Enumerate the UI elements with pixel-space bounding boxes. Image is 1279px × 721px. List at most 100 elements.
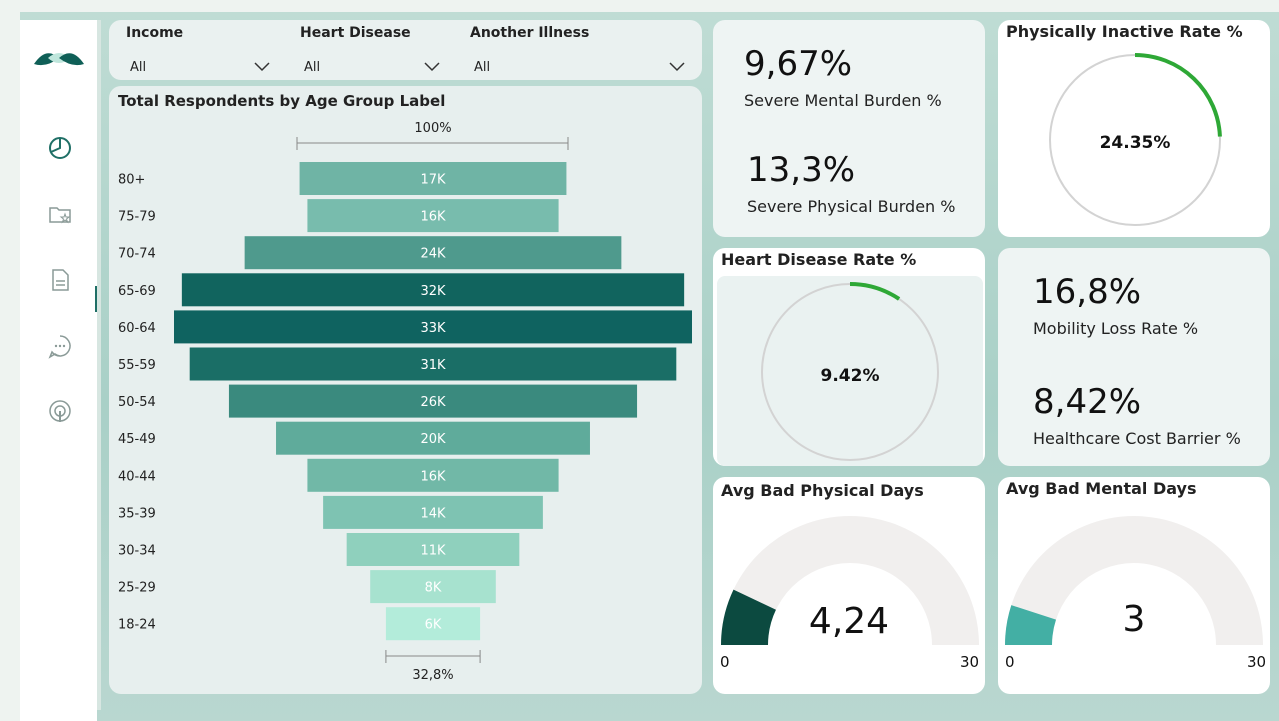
funnel-category-label: 25-29 [118, 581, 156, 596]
bad-mental-days-card: Avg Bad Mental Days 3 0 30 [998, 477, 1270, 694]
funnel-category-label: 80+ [118, 173, 145, 188]
chevron-down-icon[interactable] [424, 60, 440, 72]
funnel-bar[interactable] [307, 458, 559, 492]
sidebar [20, 20, 98, 721]
filter-heart-disease[interactable]: Heart Disease All [300, 20, 450, 80]
physically-inactive-card: Physically Inactive Rate % 24.35% [998, 20, 1270, 237]
bad-mental-days-title: Avg Bad Mental Days [1006, 479, 1197, 498]
physically-inactive-arc [1134, 53, 1222, 137]
physically-inactive-value: 24.35% [1099, 133, 1171, 153]
bad-mental-days-value: 3 [1122, 599, 1146, 640]
mobility-loss-label: Mobility Loss Rate % [1033, 319, 1199, 338]
physically-inactive-title: Physically Inactive Rate % [1006, 22, 1243, 41]
bad-physical-days-title: Avg Bad Physical Days [721, 481, 924, 500]
chart-title: Total Respondents by Age Group Label [118, 92, 445, 110]
physically-inactive-ring [1049, 53, 1222, 226]
funnel-bar-value-label: 6K [425, 618, 442, 633]
mental-burden-value: 9,67% [744, 44, 853, 84]
gauge-track [1005, 516, 1263, 645]
gauge-max-label: 30 [1247, 653, 1267, 671]
gauge-fill [721, 589, 776, 645]
funnel-category-label: 30-34 [118, 544, 156, 559]
pie-chart-icon[interactable] [46, 134, 74, 162]
burden-kpi-card: 9,67% Severe Mental Burden % 13,3% Sever… [713, 20, 985, 237]
mental-burden-label: Severe Mental Burden % [744, 91, 942, 110]
heart-disease-card: Heart Disease Rate % 9.42% [713, 248, 985, 466]
funnel-bar-value-label: 33K [420, 321, 446, 336]
heart-disease-ring [761, 282, 939, 461]
chevron-down-icon[interactable] [669, 60, 685, 72]
top-percent-label: 100% [414, 121, 451, 136]
mobility-cost-kpi-card: 16,8% Mobility Loss Rate % 8,42% Healthc… [998, 248, 1270, 466]
funnel-bar[interactable] [174, 310, 692, 344]
funnel-bar[interactable] [370, 570, 496, 604]
gauge-min-label: 0 [720, 653, 730, 671]
filter-bar: Income All Heart Disease All Another Ill… [109, 20, 702, 80]
funnel-plot: Total Respondents by Age Group Label 100… [118, 92, 692, 683]
funnel-bar[interactable] [181, 273, 685, 307]
bad-physical-days-gauge [721, 516, 979, 645]
chat-icon[interactable] [46, 332, 74, 360]
filter-value[interactable]: All [304, 60, 321, 75]
folder-star-icon[interactable] [46, 200, 74, 228]
funnel-bar[interactable] [244, 236, 622, 270]
podcast-icon[interactable] [46, 398, 74, 426]
funnel-category-label: 75-79 [118, 210, 156, 225]
funnel-bar-value-label: 16K [420, 210, 446, 225]
gauge-max-label: 30 [960, 653, 980, 671]
heart-disease-arc [849, 282, 901, 301]
active-nav-indicator [95, 286, 98, 312]
filter-value[interactable]: All [474, 60, 491, 75]
funnel-bar-value-label: 14K [420, 506, 446, 521]
chevron-down-icon[interactable] [254, 60, 270, 72]
sidebar-divider [97, 20, 101, 710]
filter-income[interactable]: Income All [126, 20, 276, 80]
heart-disease-value: 9.42% [820, 366, 880, 386]
mobility-loss-value: 16,8% [1033, 272, 1142, 312]
physical-burden-label: Severe Physical Burden % [747, 197, 956, 216]
healthcare-cost-value: 8,42% [1033, 382, 1142, 422]
funnel-category-label: 40-44 [118, 469, 156, 484]
funnel-bar-value-label: 26K [420, 395, 446, 410]
bad-physical-days-card: Avg Bad Physical Days 4,24 0 30 [713, 477, 985, 694]
funnel-bar[interactable] [323, 495, 543, 529]
document-icon[interactable] [46, 266, 74, 294]
filter-label: Another Illness [470, 25, 590, 41]
bad-mental-days-gauge [1005, 516, 1263, 645]
funnel-category-label: 45-49 [118, 432, 156, 447]
funnel-bar-value-label: 17K [420, 173, 446, 188]
funnel-bar-value-label: 31K [420, 358, 446, 373]
logo-icon [32, 44, 86, 70]
filter-label: Heart Disease [300, 25, 411, 41]
funnel-bar[interactable] [307, 199, 559, 233]
funnel-category-label: 50-54 [118, 395, 156, 410]
bottom-percent-label: 32,8% [412, 668, 453, 683]
funnel-bar-value-label: 11K [420, 544, 446, 559]
healthcare-cost-label: Healthcare Cost Barrier % [1033, 429, 1241, 448]
funnel-bar[interactable] [299, 162, 567, 195]
funnel-category-label: 65-69 [118, 284, 156, 299]
funnel-bar-value-label: 20K [420, 432, 446, 447]
funnel-category-label: 35-39 [118, 506, 156, 521]
funnel-bar-value-label: 16K [420, 469, 446, 484]
funnel-bar-value-label: 32K [420, 284, 446, 299]
funnel-bar[interactable] [346, 533, 520, 566]
funnel-bar-value-label: 24K [420, 247, 446, 262]
funnel-bar-value-label: 8K [425, 581, 442, 596]
funnel-bar[interactable] [276, 421, 590, 455]
funnel-category-label: 70-74 [118, 247, 156, 262]
funnel-category-label: 55-59 [118, 358, 156, 373]
filter-another-illness[interactable]: Another Illness All [470, 20, 690, 80]
filter-value[interactable]: All [130, 60, 147, 75]
filter-label: Income [126, 25, 184, 41]
funnel-bar[interactable] [189, 347, 677, 381]
funnel-bar[interactable] [228, 384, 638, 418]
gauge-track [721, 516, 979, 645]
age-group-funnel-chart: Total Respondents by Age Group Label 100… [109, 86, 702, 694]
bad-physical-days-value: 4,24 [808, 601, 890, 642]
funnel-category-label: 60-64 [118, 321, 156, 336]
heart-disease-title: Heart Disease Rate % [721, 250, 917, 269]
funnel-bar[interactable] [385, 607, 481, 641]
gauge-min-label: 0 [1005, 653, 1015, 671]
physical-burden-value: 13,3% [747, 150, 856, 190]
